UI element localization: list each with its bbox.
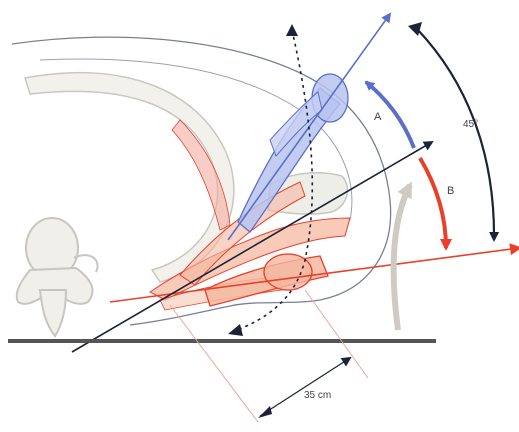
inner-contour xyxy=(39,58,353,221)
body-outline xyxy=(11,36,392,326)
label-angle: 45° xyxy=(463,119,478,130)
rib-arc xyxy=(24,71,235,283)
dotted-axis xyxy=(231,29,314,333)
gray-rotation-arrow xyxy=(390,181,413,331)
label-b: B xyxy=(447,185,454,197)
angle-arc-45 xyxy=(417,29,500,242)
label-a: A xyxy=(374,111,382,123)
distance-guide-left xyxy=(169,304,259,423)
vertebra xyxy=(15,217,99,338)
distance-guide-right xyxy=(304,289,369,379)
distance-dimension-line xyxy=(259,356,352,417)
arc-a xyxy=(364,80,416,149)
red-axis-line xyxy=(109,243,519,303)
angle-arc-45-start-head xyxy=(408,22,422,36)
arc-b xyxy=(418,156,452,251)
dotted-arrowhead-top xyxy=(286,24,298,36)
distance-arrowhead-start xyxy=(258,406,272,418)
label-distance: 35 cm xyxy=(304,390,331,401)
dotted-arrowhead-bottom xyxy=(228,324,243,336)
dark-axis-line xyxy=(71,140,434,353)
